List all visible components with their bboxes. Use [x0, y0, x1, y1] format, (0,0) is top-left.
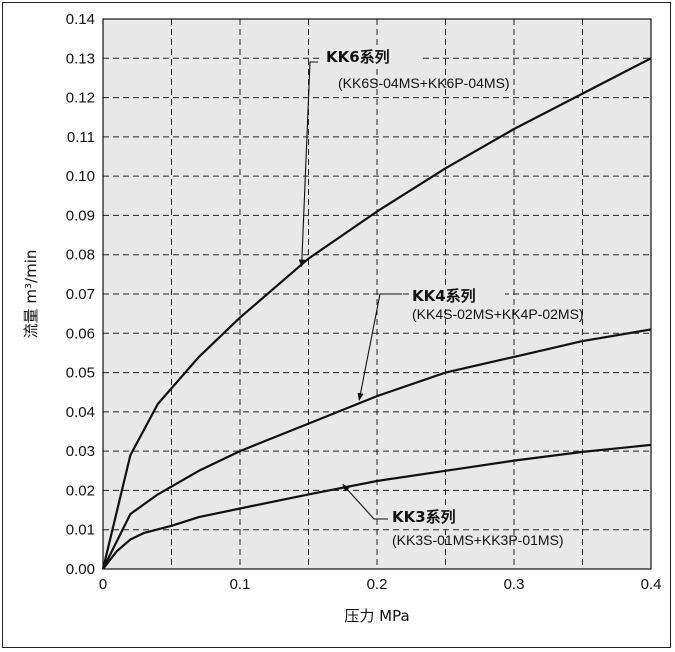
annotation-backdrop [323, 48, 419, 66]
y-tick-label: 0.06 [66, 325, 95, 342]
x-tick-label: 0.1 [230, 576, 251, 593]
annotation-title: KK3系列 [392, 508, 456, 526]
annotation-subtitle: (KK4S-02MS+KK4P-02MS) [412, 306, 584, 322]
plot-border [102, 18, 652, 570]
y-tick-label: 0.02 [66, 482, 95, 499]
y-tick-labels: 0.00 0.01 0.02 0.03 0.04 0.05 0.06 0.07 0.08 0.09… [66, 11, 95, 578]
y-tick-label: 0.13 [66, 50, 95, 67]
annotation-title: KK6系列 [326, 48, 390, 66]
series-line [101, 57, 652, 570]
y-tick-label: 0.01 [66, 522, 95, 539]
y-tick-label: 0.03 [66, 443, 95, 460]
y-tick-label: 0.07 [66, 286, 95, 303]
annotation-backdrop [389, 508, 485, 526]
series-line [102, 443, 652, 570]
y-tick-label: 0.11 [67, 129, 95, 146]
x-tick-label: 0 [99, 576, 107, 593]
annotation-subtitle: (KK3S-01MS+KK3P-01MS) [392, 532, 564, 548]
annotation-backdrop [409, 287, 505, 305]
annotation-leader [342, 483, 388, 520]
series-lines [101, 57, 652, 570]
x-tick-label: 0.4 [641, 576, 662, 593]
y-tick-label: 0.08 [66, 247, 95, 264]
series-line [102, 328, 652, 570]
y-tick-label: 0.04 [66, 404, 95, 421]
y-tick-label: 0.14 [66, 11, 95, 28]
x-tick-label: 0.2 [367, 576, 388, 593]
annotation-title: KK4系列 [412, 287, 476, 305]
x-tick-label: 0.3 [504, 576, 525, 593]
y-tick-label: 0.10 [66, 168, 95, 185]
y-tick-label: 0.00 [66, 561, 95, 578]
annotation-leader [357, 293, 402, 401]
y-tick-label: 0.05 [66, 365, 95, 382]
y-tick-label: 0.12 [66, 90, 95, 107]
x-axis-label: 压力 MPa [344, 607, 409, 625]
x-tick-labels: 0 0.1 0.2 0.3 0.4 [99, 576, 662, 593]
annotation-subtitle: (KK6S-04MS+KK6P-04MS) [338, 75, 510, 91]
y-axis-label: 流量 m³/min [22, 250, 40, 339]
annotations: KK6系列 (KK6S-04MS+KK6P-04MS) KK4系列(KK4S-02M… [298, 48, 584, 548]
annotation-leader [298, 61, 318, 268]
y-tick-label: 0.09 [66, 207, 95, 224]
